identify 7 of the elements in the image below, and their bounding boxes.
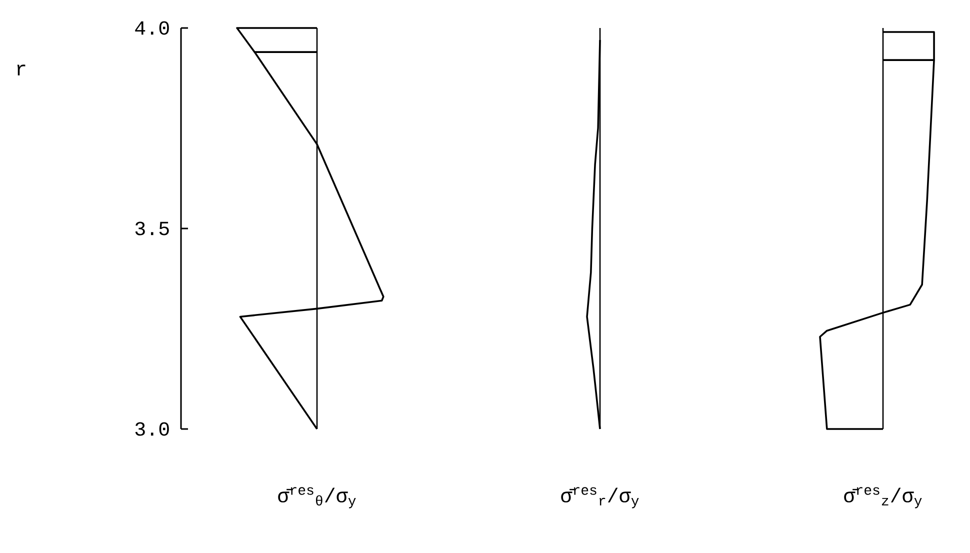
x-axis-title: σ̄$^{res}$$_{r}$/σ$_{y}$ <box>561 487 639 508</box>
x-axis-title: σ̄$^{res}$$_{θ}$/σ$_{y}$ <box>278 487 356 508</box>
y-axis-title: r <box>17 64 26 76</box>
y-tick-label: 4.0 <box>135 21 169 35</box>
y-tick-label: 3.5 <box>135 222 169 236</box>
y-tick-label: 3.0 <box>135 422 169 436</box>
x-axis-title: σ̄$^{res}$$_{z}$/σ$_{y}$ <box>844 487 922 508</box>
